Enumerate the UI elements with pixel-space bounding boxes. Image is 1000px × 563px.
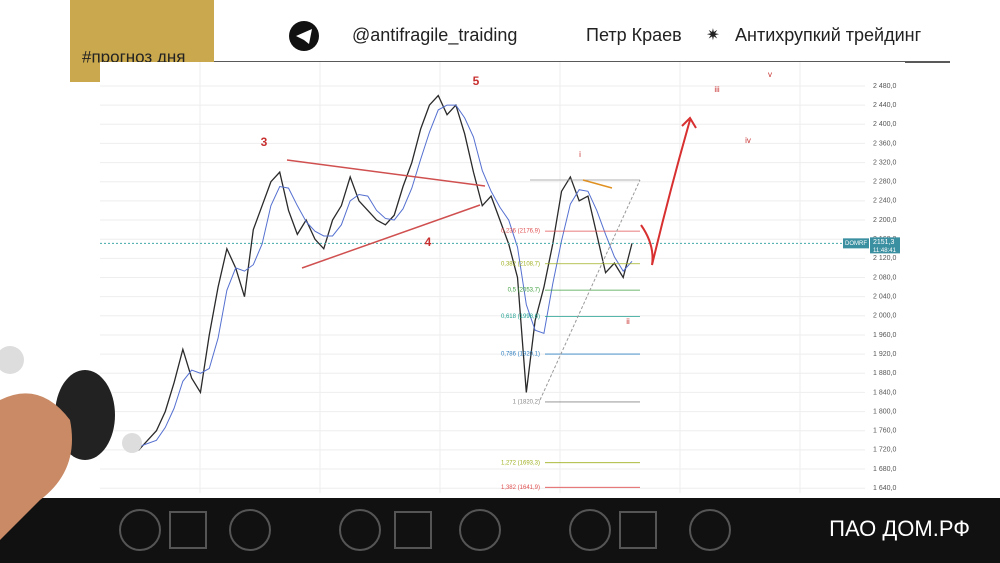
last-price: 2151,3 (873, 239, 895, 246)
wave-label: iv (745, 136, 751, 145)
hand-illustration (0, 346, 142, 540)
star: ✷ (706, 27, 719, 44)
y-tick-label: 1 840,0 (873, 389, 896, 396)
y-tick-label: 1 680,0 (873, 466, 896, 473)
y-tick-label: 2 400,0 (873, 121, 896, 128)
clock: 11:48:41 (873, 248, 897, 254)
wave-label: iii (714, 85, 720, 94)
y-tick-label: 2 200,0 (873, 217, 896, 224)
footer-ticker: ПАО ДОМ.РФ (829, 516, 970, 541)
wave-label: 4 (425, 235, 432, 249)
fib-label: 0,618 (1998,6) (501, 314, 540, 320)
wave-label: ii (626, 317, 630, 326)
wave-label: i (579, 150, 581, 159)
fib-label: 0,786 (1920,1) (501, 352, 540, 358)
wave-label: 3 (261, 135, 268, 149)
price-box (870, 237, 900, 254)
channel: @antifragile_traiding (352, 25, 517, 46)
y-tick-label: 2 360,0 (873, 140, 896, 147)
plot: 1 640,0 1 680,0 1 720,0 1 760,0 1 800,0 1 840… (100, 62, 905, 493)
price-line (129, 94, 633, 451)
forecast-arrow (640, 116, 697, 266)
y-tick-label: 2 440,0 (873, 102, 896, 109)
y-tick-label: 1 880,0 (873, 370, 896, 377)
fib-label: 1 (1820,2) (513, 399, 540, 405)
trend-line (286, 159, 486, 187)
ticker-label: DOMRF (845, 241, 867, 247)
y-tick-label: 2 480,0 (873, 83, 896, 90)
tag: #прогноз дня (82, 47, 185, 66)
y-tick-label: 1 720,0 (873, 447, 896, 454)
y-tick-label: 1 640,0 (873, 485, 896, 492)
y-tick-label: 2 040,0 (873, 293, 896, 300)
fib-label: 1,272 (1693,3) (501, 460, 540, 466)
wave-label: 5 (473, 74, 480, 88)
fib-trend (539, 179, 641, 401)
fib-label: 1,382 (1641,9) (501, 485, 540, 491)
fib-label: 0,5 (2053,7) (508, 288, 540, 294)
wave-label: v (768, 70, 772, 79)
y-tick-label: 1 920,0 (873, 351, 896, 358)
telegram-plane (296, 29, 312, 44)
trend-line (301, 204, 481, 269)
y-tick-label: 2 280,0 (873, 179, 896, 186)
ticker-box (843, 238, 869, 249)
y-tick-label: 1 800,0 (873, 408, 896, 415)
y-tick-label: 2 080,0 (873, 274, 896, 281)
y-tick-label: 2 240,0 (873, 198, 896, 205)
fib-label: 0,382 (2108,7) (501, 261, 540, 267)
y-tick-label: 2 000,0 (873, 313, 896, 320)
author: Петр Краев (586, 25, 682, 45)
orange-line (582, 179, 613, 189)
moving-average (129, 104, 633, 448)
y-tick-label: 1 960,0 (873, 332, 896, 339)
fib-label: 0,236 (2176,9) (501, 229, 540, 235)
y-tick-label: 2 320,0 (873, 159, 896, 166)
project: Антихрупкий трейдинг (735, 25, 922, 45)
footer-logos (119, 509, 731, 551)
y-tick-label: 2 120,0 (873, 255, 896, 262)
y-tick-label: 1 760,0 (873, 428, 896, 435)
